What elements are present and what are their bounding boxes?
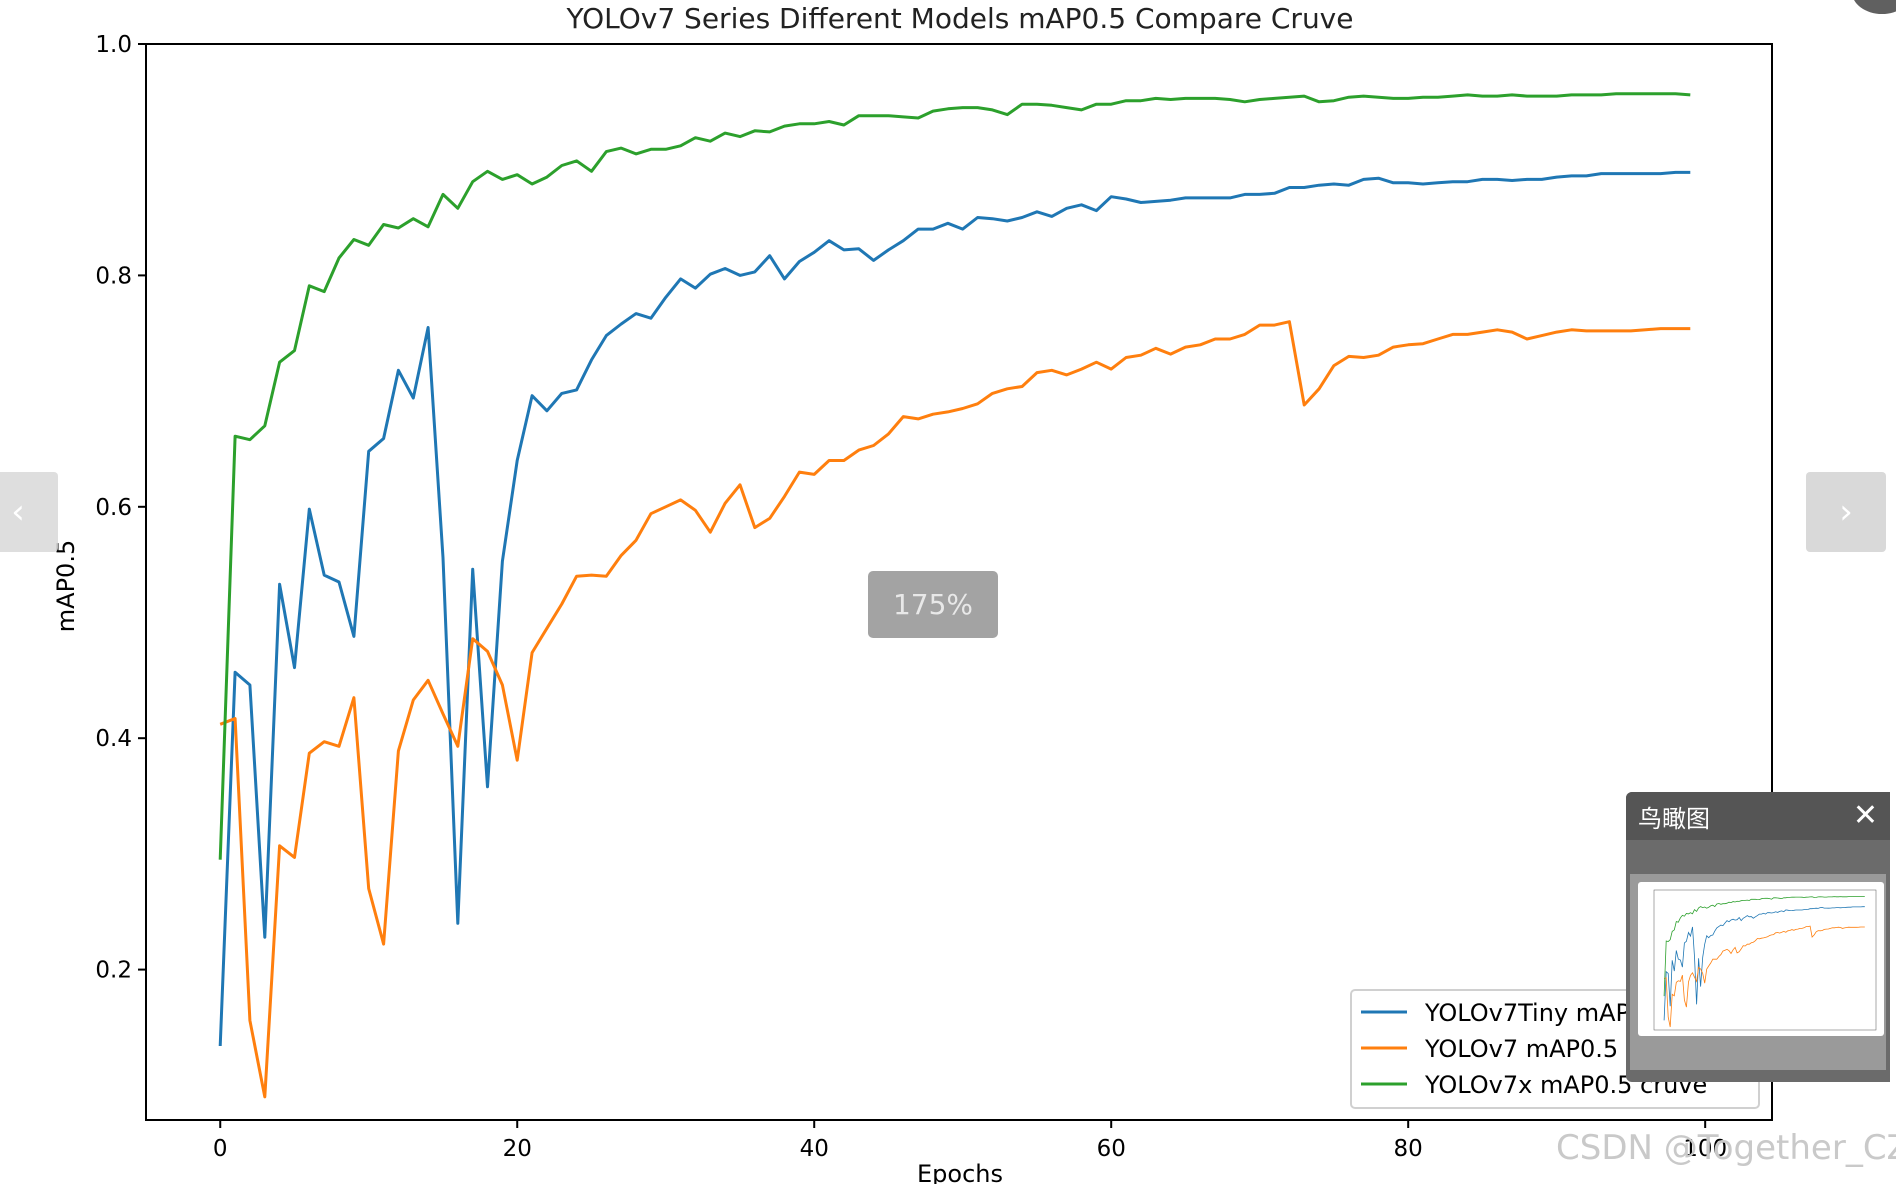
plot-frame [145, 43, 1773, 1121]
x-tick-label: 60 [1097, 1136, 1126, 1162]
x-axis-label: Epochs [917, 1160, 1003, 1184]
x-tick-label: 100 [1683, 1136, 1727, 1162]
overview-series-line-3 [1663, 896, 1865, 997]
watermark: CSDN @Together_CZ [1556, 1128, 1896, 1168]
chevron-left-icon: ‹ [11, 492, 25, 532]
series-line-2 [219, 320, 1691, 1099]
overview-panel[interactable]: 鸟瞰图 ✕ [1626, 792, 1890, 1082]
x-tick-label: 20 [503, 1136, 532, 1162]
previous-image-button[interactable]: ‹ [0, 472, 58, 552]
chart-title: YOLOv7 Series Different Models mAP0.5 Co… [566, 2, 1354, 35]
y-tick-label: 0.2 [95, 958, 132, 984]
y-tick-label: 0.6 [95, 495, 132, 521]
y-axis-label: mAP0.5 [52, 540, 80, 632]
overview-panel-header: 鸟瞰图 ✕ [1626, 792, 1890, 840]
overview-thumbnail[interactable] [1638, 882, 1884, 1036]
overview-plot-frame [1653, 889, 1877, 1031]
series-line-3 [218, 92, 1691, 860]
chevron-right-icon: › [1839, 492, 1853, 532]
next-image-button[interactable]: › [1806, 472, 1886, 552]
x-tick-label: 80 [1394, 1136, 1423, 1162]
overview-series-line-1 [1663, 906, 1865, 1021]
close-icon[interactable]: ✕ [1852, 798, 1878, 833]
y-tick-label: 0.8 [95, 263, 132, 289]
x-tick-label: 40 [800, 1136, 829, 1162]
axis-ticks: 0 20 40 60 80 100 0.2 0.4 0.6 0.8 1.0 [95, 32, 1727, 1162]
zoom-level-indicator: 175% [868, 571, 998, 638]
plot-lines [218, 92, 1691, 1099]
overview-series-line-2 [1663, 925, 1865, 1028]
y-tick-label: 0.4 [95, 726, 132, 752]
y-tick-label: 1.0 [95, 32, 132, 58]
x-tick-label: 0 [213, 1136, 228, 1162]
series-line-1 [218, 170, 1691, 1047]
overview-panel-title: 鸟瞰图 [1638, 804, 1710, 833]
overview-viewport[interactable] [1630, 874, 1886, 1070]
overview-thumbnail-chart [1653, 889, 1877, 1031]
